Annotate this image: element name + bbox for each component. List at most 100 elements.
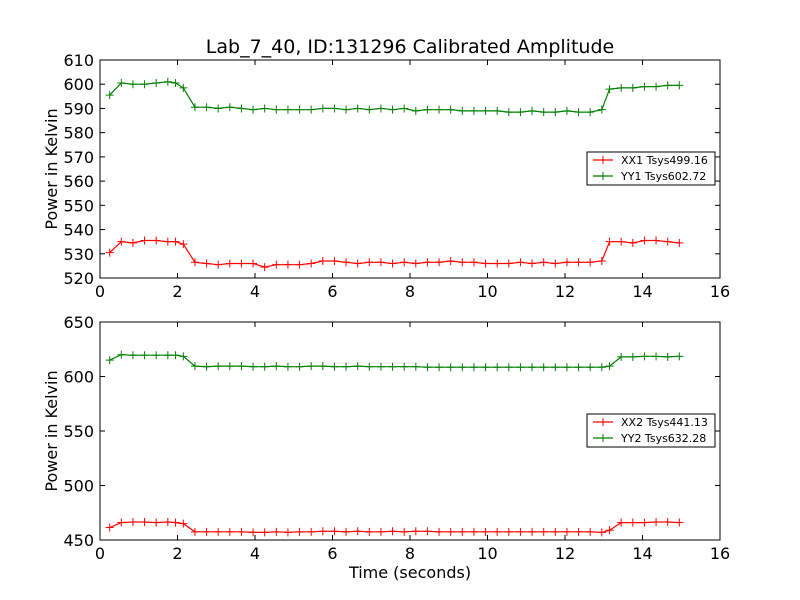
data-point-marker xyxy=(105,91,114,100)
chart-panel-2: 0 2 4 6 8 10 12 14 16 450 500 550 600 650 Power in Kel… xyxy=(42,313,730,582)
legend-marker xyxy=(599,156,607,164)
x-tick-label: 10 xyxy=(477,544,497,563)
data-point-marker xyxy=(202,362,211,371)
data-point-marker xyxy=(342,105,351,114)
data-point-marker xyxy=(105,248,114,257)
y-tick-label: 650 xyxy=(63,313,94,332)
data-point-marker xyxy=(272,260,281,269)
data-point-marker xyxy=(202,527,211,536)
y-tick-label: 450 xyxy=(63,531,94,550)
data-point-marker xyxy=(640,352,649,361)
data-point-marker xyxy=(376,104,385,113)
y-tick-label: 550 xyxy=(63,196,94,215)
data-point-marker xyxy=(446,527,455,536)
data-point-marker xyxy=(435,527,444,536)
data-point-marker xyxy=(117,79,126,88)
data-point-marker xyxy=(469,527,478,536)
data-point-marker xyxy=(640,82,649,91)
data-point-marker xyxy=(307,527,316,536)
data-point-marker xyxy=(318,104,327,113)
data-point-marker xyxy=(260,528,269,537)
data-point-marker xyxy=(388,527,397,536)
data-point-marker xyxy=(190,527,199,536)
data-point-marker xyxy=(249,259,258,268)
data-point-marker xyxy=(318,257,327,266)
data-point-marker xyxy=(411,527,420,536)
data-point-marker xyxy=(105,356,114,365)
data-point-marker xyxy=(388,105,397,114)
data-point-marker xyxy=(365,527,374,536)
data-point-marker xyxy=(237,527,246,536)
x-tick-label: 16 xyxy=(710,544,730,563)
legend: XX2 Tsys441.13 YY2 Tsys632.28 xyxy=(586,413,716,448)
data-point-marker xyxy=(225,527,234,536)
data-point-marker xyxy=(318,362,327,371)
data-point-marker xyxy=(295,362,304,371)
x-tick-label: 4 xyxy=(250,282,260,301)
data-point-marker xyxy=(295,105,304,114)
data-point-marker xyxy=(342,258,351,267)
x-tick-label: 0 xyxy=(95,282,105,301)
data-point-marker xyxy=(237,104,246,113)
data-point-marker xyxy=(605,526,614,535)
x-tick-label: 14 xyxy=(632,544,652,563)
data-point-marker xyxy=(675,352,684,361)
legend-label: XX1 Tsys499.16 xyxy=(621,154,708,167)
data-point-marker xyxy=(493,106,502,115)
data-point-marker xyxy=(388,362,397,371)
data-point-marker xyxy=(551,527,560,536)
data-point-marker xyxy=(179,519,188,528)
data-point-marker xyxy=(446,257,455,266)
data-point-marker xyxy=(574,363,583,372)
data-point-marker xyxy=(214,104,223,113)
data-point-marker xyxy=(504,259,513,268)
data-point-marker xyxy=(605,362,614,371)
data-point-marker xyxy=(140,518,149,527)
x-tick-label: 2 xyxy=(172,544,182,563)
data-point-marker xyxy=(628,352,637,361)
data-point-marker xyxy=(423,527,432,536)
x-tick-label: 8 xyxy=(405,544,415,563)
data-point-marker xyxy=(605,237,614,246)
data-point-marker xyxy=(307,105,316,114)
data-point-marker xyxy=(128,238,137,247)
series-2-2 xyxy=(105,350,684,372)
data-point-marker xyxy=(458,258,467,267)
data-point-marker xyxy=(446,363,455,372)
data-point-marker xyxy=(249,362,258,371)
data-point-marker xyxy=(140,80,149,89)
data-point-marker xyxy=(307,362,316,371)
data-point-marker xyxy=(179,83,188,92)
legend-marker xyxy=(599,434,607,442)
data-point-marker xyxy=(586,108,595,117)
data-point-marker xyxy=(171,518,180,527)
data-point-marker xyxy=(469,106,478,115)
data-point-marker xyxy=(493,259,502,268)
data-point-marker xyxy=(163,237,172,246)
y-tick-label: 570 xyxy=(63,148,94,167)
data-point-marker xyxy=(605,85,614,94)
data-point-marker xyxy=(353,527,362,536)
data-point-marker xyxy=(342,362,351,371)
data-point-marker xyxy=(493,527,502,536)
data-point-marker xyxy=(504,527,513,536)
data-point-marker xyxy=(152,79,161,88)
data-point-marker xyxy=(504,108,513,117)
x-tick-label: 8 xyxy=(405,282,415,301)
data-point-marker xyxy=(260,362,269,371)
data-point-marker xyxy=(202,259,211,268)
data-point-marker xyxy=(190,258,199,267)
data-point-marker xyxy=(376,362,385,371)
data-point-marker xyxy=(117,237,126,246)
data-point-marker xyxy=(353,104,362,113)
legend-box xyxy=(586,413,716,448)
x-tick-label: 2 xyxy=(172,282,182,301)
data-point-marker xyxy=(539,258,548,267)
data-point-marker xyxy=(551,259,560,268)
data-point-marker xyxy=(353,259,362,268)
data-point-marker xyxy=(214,260,223,269)
data-point-marker xyxy=(128,518,137,527)
data-point-marker xyxy=(214,362,223,371)
data-point-marker xyxy=(171,351,180,360)
